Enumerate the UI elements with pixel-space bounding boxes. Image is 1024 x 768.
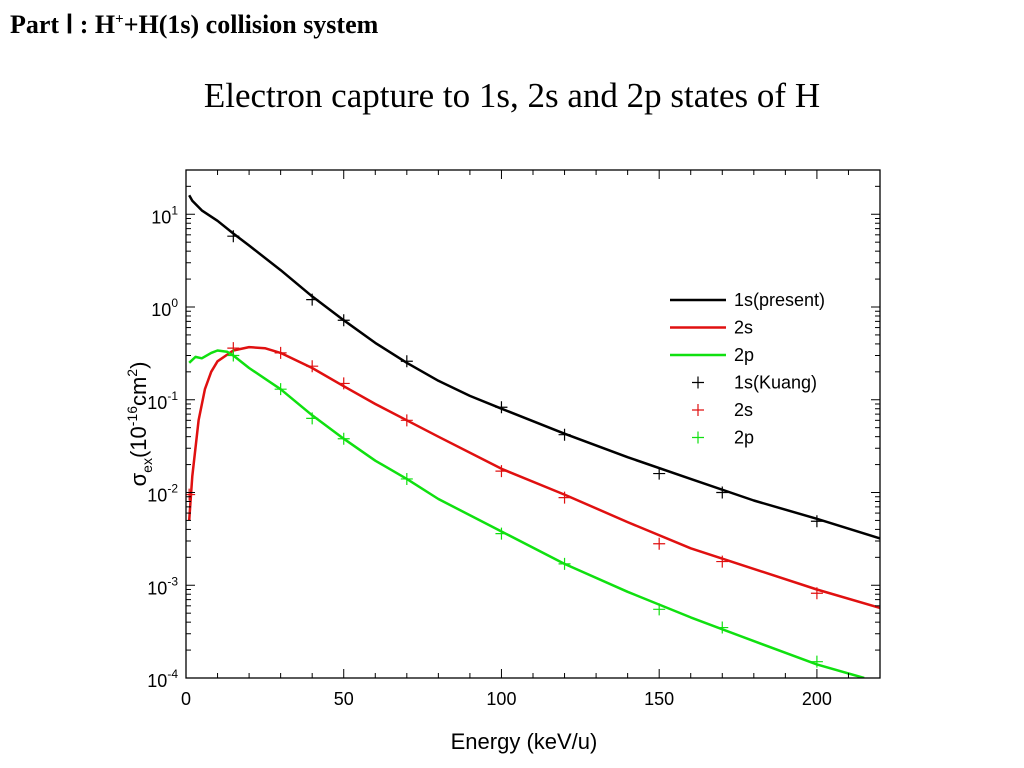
y-tick-label: 10-3	[147, 574, 178, 598]
y-tick-label: 101	[151, 203, 178, 227]
plot-frame	[185, 169, 881, 679]
chart-markers	[186, 230, 823, 668]
data-point-2p-5	[716, 621, 729, 634]
x-tick-label: 0	[181, 689, 191, 709]
chart-lines	[187, 194, 880, 678]
data-point-1s-kuang-3	[227, 230, 240, 243]
legend-label: 2s	[734, 400, 753, 420]
series-line-2p-2	[188, 349, 865, 678]
data-point-2p-5	[810, 655, 823, 668]
legend-label: 1s(Kuang)	[734, 373, 817, 393]
legend-label: 2s	[734, 318, 753, 338]
data-point-2p-5	[653, 603, 666, 616]
data-point-2p-5	[337, 432, 350, 445]
data-point-2s-4	[653, 537, 666, 550]
legend-label: 2p	[734, 428, 754, 448]
data-point-2s-4	[810, 587, 823, 600]
y-tick-label: 100	[151, 296, 178, 320]
series-line-1s-present-0	[188, 194, 880, 540]
data-point-2s-4	[495, 465, 508, 478]
y-tick-label: 10-4	[147, 667, 178, 691]
data-point-1s-kuang-3	[810, 515, 823, 528]
heading-part: Part Ⅰ : H	[10, 10, 116, 39]
legend: 1s(present) 2s 2p 1s(Kuang) 2s 2p	[670, 290, 825, 448]
x-tick-label: 100	[486, 689, 516, 709]
data-point-2p-5	[306, 412, 319, 425]
data-point-2s-4	[274, 346, 287, 359]
data-point-1s-kuang-3	[400, 355, 413, 368]
y-axis-label: σex(10-16cm2)	[124, 362, 155, 487]
axis-ticks: 0 50 100 150 200 101 100 10-1 10-2 10-3 10-4	[147, 170, 880, 709]
legend-marker-2s	[692, 404, 704, 416]
data-point-1s-kuang-3	[716, 486, 729, 499]
legend-marker-2p	[692, 431, 704, 444]
data-point-2s-4	[558, 491, 571, 504]
heading-rest: +H(1s) collision system	[123, 10, 379, 39]
data-point-1s-kuang-3	[337, 314, 350, 327]
data-point-1s-kuang-3	[306, 293, 319, 306]
slide-heading: Part Ⅰ : H++H(1s) collision system	[10, 10, 378, 40]
y-tick-label: 10-1	[147, 389, 178, 413]
x-tick-label: 200	[802, 689, 832, 709]
series-line-2s-1	[187, 345, 880, 610]
data-point-2p-5	[274, 383, 287, 396]
data-point-2p-5	[558, 557, 571, 570]
data-point-2s-4	[306, 360, 319, 373]
legend-label: 1s(present)	[734, 290, 825, 310]
x-tick-label: 50	[334, 689, 354, 709]
data-point-1s-kuang-3	[495, 401, 508, 414]
data-point-1s-kuang-3	[558, 428, 571, 441]
data-point-2s-4	[337, 377, 350, 390]
data-point-2p-5	[400, 472, 413, 485]
data-point-2s-4	[716, 555, 729, 568]
heading-superscript: +	[115, 11, 124, 28]
data-point-1s-kuang-3	[653, 467, 666, 480]
y-tick-label: 10-2	[147, 482, 178, 506]
x-tick-label: 150	[644, 689, 674, 709]
slide-title: Electron capture to 1s, 2s and 2p states…	[203, 76, 821, 115]
legend-marker-1s-kuang	[692, 376, 704, 389]
data-point-2s-4	[186, 488, 196, 501]
data-point-2p-5	[227, 349, 240, 362]
data-point-2s-4	[400, 414, 413, 427]
data-point-2p-5	[495, 527, 508, 540]
x-axis-label: Energy (keV/u)	[451, 729, 598, 754]
legend-label: 2p	[734, 345, 754, 365]
